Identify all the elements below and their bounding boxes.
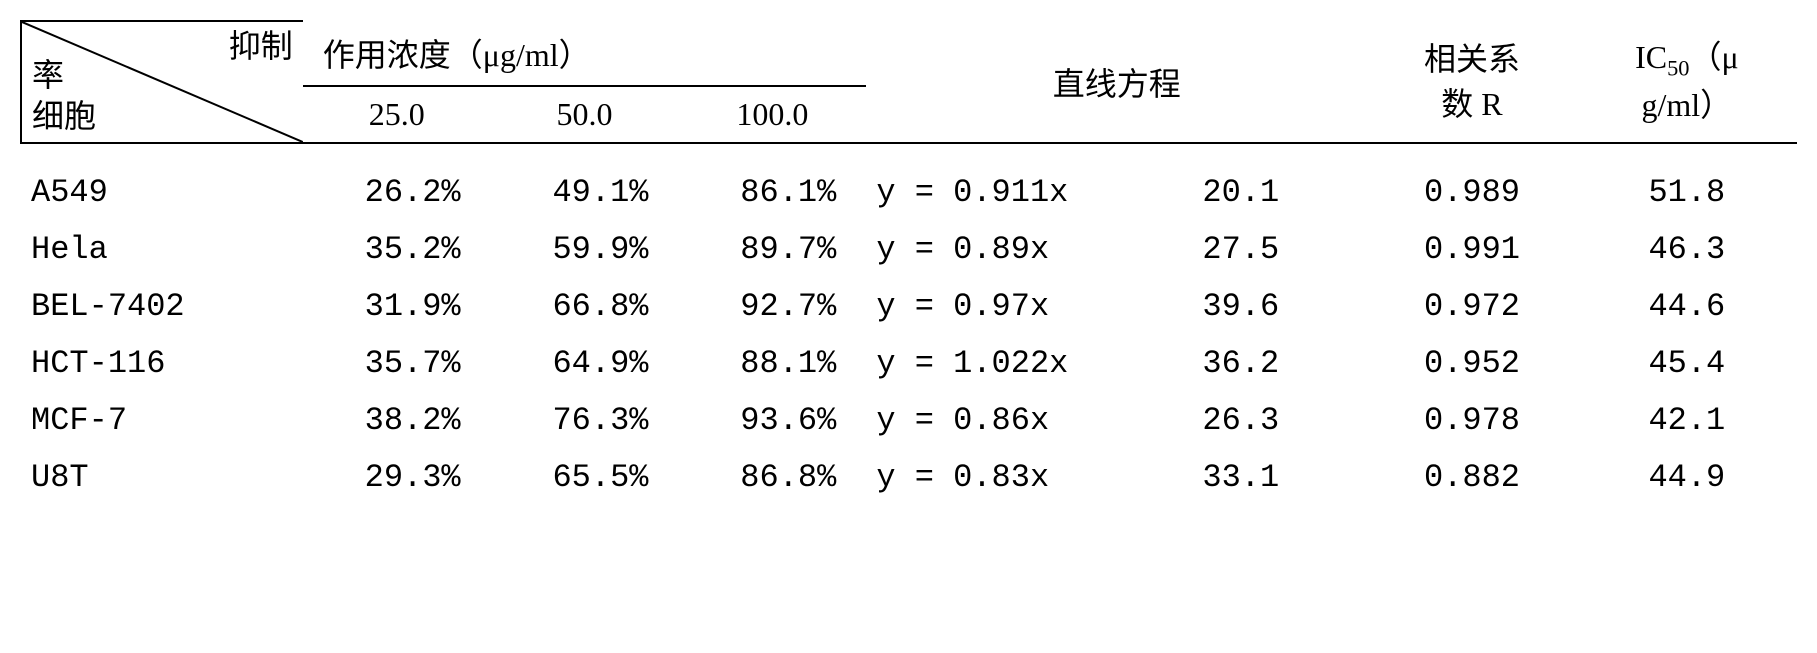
cell-name: HCT-116: [21, 335, 303, 392]
data-table-container: 抑制 率 细胞 作用浓度（μg/ml） 直线方程 相关系 数 R IC50（μ …: [20, 20, 1797, 506]
c100-value: 92.7%: [678, 278, 866, 335]
r-value: 0.991: [1367, 221, 1576, 278]
equation-intercept: 36.2: [1192, 335, 1367, 392]
r-line2: 数 R: [1441, 86, 1502, 122]
equation-intercept: 27.5: [1192, 221, 1367, 278]
ic50-value: 51.8: [1577, 143, 1797, 221]
inhibition-table: 抑制 率 细胞 作用浓度（μg/ml） 直线方程 相关系 数 R IC50（μ …: [20, 20, 1797, 506]
equation-intercept: 20.1: [1192, 143, 1367, 221]
ic50-header: IC50（μ g/ml）: [1577, 21, 1797, 143]
ic50-value: 44.9: [1577, 449, 1797, 506]
conc-25-header: 25.0: [303, 86, 491, 143]
table-row: MCF-7 38.2% 76.3% 93.6% y = 0.86x 26.3 0…: [21, 392, 1797, 449]
r-value: 0.952: [1367, 335, 1576, 392]
table-header: 抑制 率 细胞 作用浓度（μg/ml） 直线方程 相关系 数 R IC50（μ …: [21, 21, 1797, 143]
ic50-value: 46.3: [1577, 221, 1797, 278]
diag-bottom-label: 率 细胞: [32, 55, 96, 138]
equation-value: y = 0.86x: [866, 392, 1192, 449]
r-value: 0.978: [1367, 392, 1576, 449]
inhibition-label: 抑制: [229, 28, 293, 64]
conc-100-header: 100.0: [678, 86, 866, 143]
table-row: HCT-116 35.7% 64.9% 88.1% y = 1.022x 36.…: [21, 335, 1797, 392]
cell-name: MCF-7: [21, 392, 303, 449]
c100-value: 88.1%: [678, 335, 866, 392]
conc-50-header: 50.0: [491, 86, 679, 143]
cell-name: Hela: [21, 221, 303, 278]
table-row: A549 26.2% 49.1% 86.1% y = 0.911x 20.1 0…: [21, 143, 1797, 221]
equation-value: y = 0.97x: [866, 278, 1192, 335]
c100-value: 89.7%: [678, 221, 866, 278]
table-row: U8T 29.3% 65.5% 86.8% y = 0.83x 33.1 0.8…: [21, 449, 1797, 506]
r-value: 0.882: [1367, 449, 1576, 506]
concentration-group-header: 作用浓度（μg/ml）: [303, 21, 867, 86]
c25-value: 35.2%: [303, 221, 491, 278]
table-row: Hela 35.2% 59.9% 89.7% y = 0.89x 27.5 0.…: [21, 221, 1797, 278]
c50-value: 76.3%: [491, 392, 679, 449]
c100-value: 86.8%: [678, 449, 866, 506]
c25-value: 38.2%: [303, 392, 491, 449]
ic50-line2: g/ml）: [1642, 87, 1733, 123]
c25-value: 35.7%: [303, 335, 491, 392]
c25-value: 31.9%: [303, 278, 491, 335]
r-line1: 相关系: [1424, 41, 1520, 77]
c50-value: 66.8%: [491, 278, 679, 335]
equation-header: 直线方程: [866, 21, 1367, 143]
equation-value: y = 0.89x: [866, 221, 1192, 278]
cell-name: A549: [21, 143, 303, 221]
ic50-line1: IC50（μ: [1635, 39, 1739, 75]
r-coefficient-header: 相关系 数 R: [1367, 21, 1576, 143]
table-body: A549 26.2% 49.1% 86.1% y = 0.911x 20.1 0…: [21, 143, 1797, 506]
equation-intercept: 26.3: [1192, 392, 1367, 449]
equation-value: y = 0.911x: [866, 143, 1192, 221]
c100-value: 86.1%: [678, 143, 866, 221]
equation-intercept: 39.6: [1192, 278, 1367, 335]
equation-intercept: 33.1: [1192, 449, 1367, 506]
ic50-value: 45.4: [1577, 335, 1797, 392]
c25-value: 29.3%: [303, 449, 491, 506]
cell-name: U8T: [21, 449, 303, 506]
equation-value: y = 1.022x: [866, 335, 1192, 392]
ic50-value: 42.1: [1577, 392, 1797, 449]
c25-value: 26.2%: [303, 143, 491, 221]
cell-label: 细胞: [32, 98, 96, 134]
c50-value: 64.9%: [491, 335, 679, 392]
c50-value: 59.9%: [491, 221, 679, 278]
diagonal-header-cell: 抑制 率 细胞: [21, 21, 303, 143]
diag-top-label: 抑制: [229, 26, 293, 68]
equation-value: y = 0.83x: [866, 449, 1192, 506]
c50-value: 49.1%: [491, 143, 679, 221]
c50-value: 65.5%: [491, 449, 679, 506]
c100-value: 93.6%: [678, 392, 866, 449]
r-value: 0.972: [1367, 278, 1576, 335]
cell-name: BEL-7402: [21, 278, 303, 335]
r-value: 0.989: [1367, 143, 1576, 221]
rate-label: 率: [32, 57, 64, 93]
table-row: BEL-7402 31.9% 66.8% 92.7% y = 0.97x 39.…: [21, 278, 1797, 335]
ic50-value: 44.6: [1577, 278, 1797, 335]
